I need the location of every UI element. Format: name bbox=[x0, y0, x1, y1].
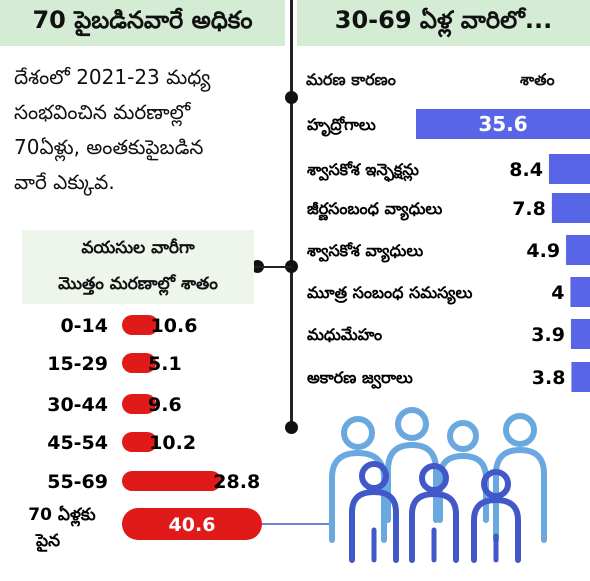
cause-label: జీర్ణసంబంధ వ్యాధులు bbox=[307, 199, 443, 221]
age-chart-title-line: వయసుల వారీగా bbox=[81, 238, 195, 258]
age-label: 45-54 bbox=[47, 432, 108, 454]
timeline-divider bbox=[290, 0, 293, 430]
intro-line: సంభవించిన మరణాల్లో bbox=[14, 100, 191, 124]
cause-bar bbox=[551, 193, 590, 223]
age-value: 9.6 bbox=[148, 394, 182, 416]
cause-value: 7.8 bbox=[512, 198, 546, 220]
left-header: 70 పైబడినవారే అధికం bbox=[0, 0, 285, 46]
cause-label: మూత్ర సంబంధ సమస్యలు bbox=[307, 283, 473, 305]
intro-line: 70ఏళ్లు, అంతకుపైబడిన bbox=[14, 135, 204, 159]
age-label: 55-69 bbox=[47, 471, 108, 493]
age-bar bbox=[122, 471, 222, 491]
cause-label: శ్వాసకోశ వ్యాధులు bbox=[307, 241, 424, 263]
cause-bar bbox=[571, 362, 590, 392]
age-bar bbox=[122, 432, 158, 452]
age-value: 10.2 bbox=[149, 432, 196, 454]
age-bar bbox=[122, 353, 156, 373]
percent-column-header: శాతం bbox=[520, 70, 555, 89]
cause-column-header: మరణ కారణం bbox=[306, 70, 396, 89]
age-bar bbox=[122, 508, 262, 540]
cause-label: శ్వాసకోశ ఇన్ఫెక్షన్లు bbox=[307, 160, 419, 182]
age-chart-title-box: వయసుల వారీగా మొత్తం మరణాల్లో శాతం bbox=[22, 230, 254, 304]
age-bar bbox=[122, 394, 156, 414]
age-bar bbox=[122, 315, 159, 335]
cause-bar bbox=[416, 109, 590, 139]
cause-bar bbox=[570, 277, 590, 307]
age-label: 15-29 bbox=[47, 353, 108, 375]
age-label: 30-44 bbox=[47, 394, 108, 416]
age-value: 28.8 bbox=[213, 471, 260, 493]
age-label: 0-14 bbox=[60, 315, 108, 337]
cause-bar bbox=[566, 235, 590, 265]
age-label: పైన bbox=[35, 531, 60, 552]
cause-label: హృద్రోగాలు bbox=[307, 115, 376, 137]
age-label: 70 ఏళ్లకు bbox=[28, 505, 96, 527]
cause-value: 4 bbox=[551, 282, 564, 304]
right-header: 30-69 ఏళ్ల వారిలో... bbox=[297, 0, 590, 46]
cause-bar bbox=[570, 319, 590, 349]
intro-text: దేశంలో 2021-23 మధ్య సంభవించిన మరణాల్లో 7… bbox=[14, 60, 282, 200]
age-box-connector bbox=[254, 266, 292, 268]
age-chart: 0-14 10.6 15-29 5.1 30-44 9.6 45-54 10.2 55-69 28… bbox=[28, 315, 330, 552]
cause-value: 8.4 bbox=[509, 159, 543, 181]
divider-dot-bottom bbox=[285, 421, 298, 434]
cause-value: 4.9 bbox=[526, 240, 560, 262]
cause-bar bbox=[548, 154, 590, 184]
cause-label: అకారణ జ్వరాలు bbox=[307, 368, 413, 389]
divider-dot-top bbox=[285, 91, 298, 104]
cause-value: 3.8 bbox=[532, 367, 566, 389]
cause-label: మధుమేహం bbox=[307, 325, 382, 344]
cause-chart: హృద్రోగాలు 35.6 శ్వాసకోశ ఇన్ఫెక్షన్లు 8.4 జీ… bbox=[307, 109, 590, 392]
age-value: 5.1 bbox=[148, 353, 182, 375]
age-value: 10.6 bbox=[151, 315, 198, 337]
intro-line: దేశంలో 2021-23 మధ్య bbox=[14, 65, 211, 89]
intro-line: వారే ఎక్కువ. bbox=[14, 170, 115, 194]
age-chart-title-line: మొత్తం మరణాల్లో శాతం bbox=[58, 274, 218, 294]
cause-value: 35.6 bbox=[478, 112, 527, 136]
people-group-icon bbox=[329, 407, 547, 563]
age-value: 40.6 bbox=[169, 514, 216, 536]
cause-value: 3.9 bbox=[531, 324, 565, 346]
